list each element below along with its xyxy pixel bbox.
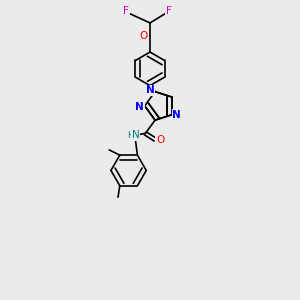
Text: O: O bbox=[140, 31, 148, 41]
Text: N: N bbox=[172, 110, 181, 120]
Text: N: N bbox=[135, 102, 144, 112]
Text: H: H bbox=[127, 130, 134, 140]
Text: F: F bbox=[123, 7, 129, 16]
Text: N: N bbox=[146, 85, 154, 95]
Text: O: O bbox=[156, 135, 164, 145]
Text: F: F bbox=[166, 7, 172, 16]
Text: N: N bbox=[132, 130, 140, 140]
